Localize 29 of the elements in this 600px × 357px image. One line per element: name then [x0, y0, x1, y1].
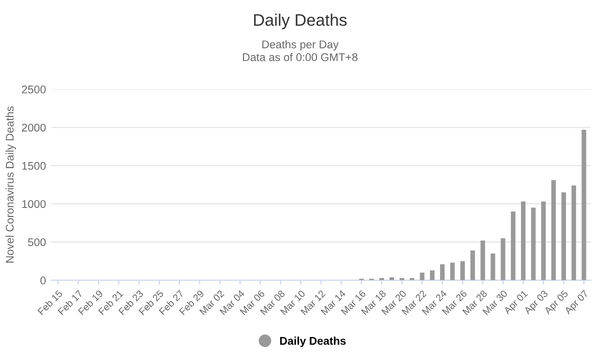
- y-axis-title: Novel Coronavirus Daily Deaths: [6, 106, 16, 263]
- bar: [420, 272, 424, 280]
- bar: [561, 192, 566, 280]
- y-tick-label: 1500: [22, 162, 46, 170]
- bar: [531, 208, 536, 280]
- bar: [450, 262, 455, 280]
- bar: [510, 211, 516, 280]
- legend-label: Daily Deaths: [280, 336, 346, 347]
- bar: [572, 186, 576, 280]
- y-tick-label: 500: [28, 238, 46, 246]
- y-tick-label: 2000: [22, 124, 46, 132]
- bar: [500, 238, 506, 280]
- bar: [410, 278, 414, 280]
- bar: [551, 180, 556, 280]
- y-tick-label: 1000: [22, 200, 46, 208]
- bar: [430, 270, 435, 280]
- chart-subtitle: Deaths per Day Data as of 0:00 GMT+8: [243, 40, 358, 62]
- y-tick-label: 0: [40, 276, 46, 284]
- bar: [440, 264, 445, 280]
- chart-title: Daily Deaths: [254, 14, 347, 30]
- bar: [541, 202, 546, 280]
- bar: [460, 261, 465, 280]
- bar: [520, 202, 526, 280]
- bar: [480, 240, 486, 280]
- y-tick-label: 2500: [22, 86, 46, 94]
- bar: [470, 250, 475, 280]
- bar: [390, 277, 394, 280]
- bar: [490, 254, 496, 280]
- bar: [582, 130, 586, 280]
